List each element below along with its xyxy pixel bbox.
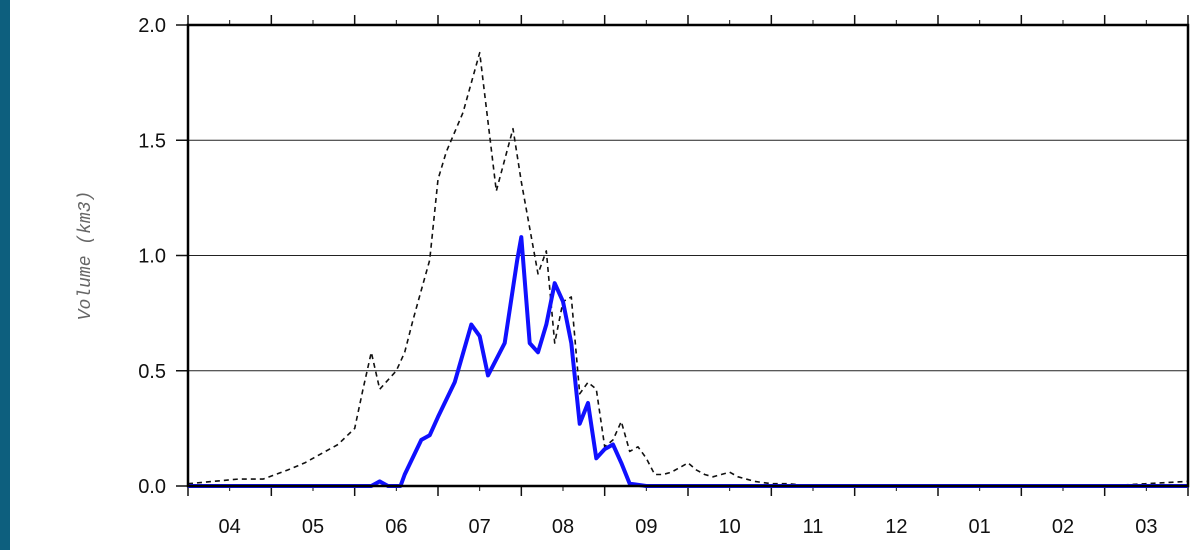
- chart-panel: 0.0 0.5 1.0 1.5 2.0 04 05 06 07 08 09 10 11 12 01 02 03 V…: [10, 0, 1200, 550]
- series-line-blue: [188, 235, 1188, 488]
- x-tick-label: 08: [552, 516, 574, 538]
- series-line-dashed: [187, 51, 1189, 487]
- volume-chart: 0.0 0.5 1.0 1.5 2.0 04 05 06 07 08 09 10 11 12 01 02 03 V…: [76, 15, 1190, 538]
- x-tick-label: 02: [1052, 516, 1074, 538]
- x-tick-label: 09: [635, 516, 657, 538]
- y-tick-label: 0.0: [138, 476, 166, 498]
- y-axis-label: Volume (km3): [76, 191, 96, 321]
- y-tick-label: 1.0: [138, 246, 166, 268]
- x-tick-label: 06: [385, 516, 407, 538]
- y-tick-label: 2.0: [138, 15, 166, 37]
- x-tick-label: 04: [219, 516, 241, 538]
- y-tick-label: 1.5: [138, 130, 166, 152]
- x-tick-label: 01: [969, 516, 991, 538]
- x-tick-label: 11: [803, 516, 824, 538]
- x-tick-label: 07: [469, 516, 491, 538]
- x-tick-label: 05: [302, 516, 324, 538]
- plot-frame: [186, 23, 1190, 488]
- y-tick-label: 0.5: [138, 361, 166, 383]
- x-tick-label: 12: [885, 516, 907, 538]
- x-tick-label: 03: [1135, 516, 1157, 538]
- x-tick-label: 10: [719, 516, 741, 538]
